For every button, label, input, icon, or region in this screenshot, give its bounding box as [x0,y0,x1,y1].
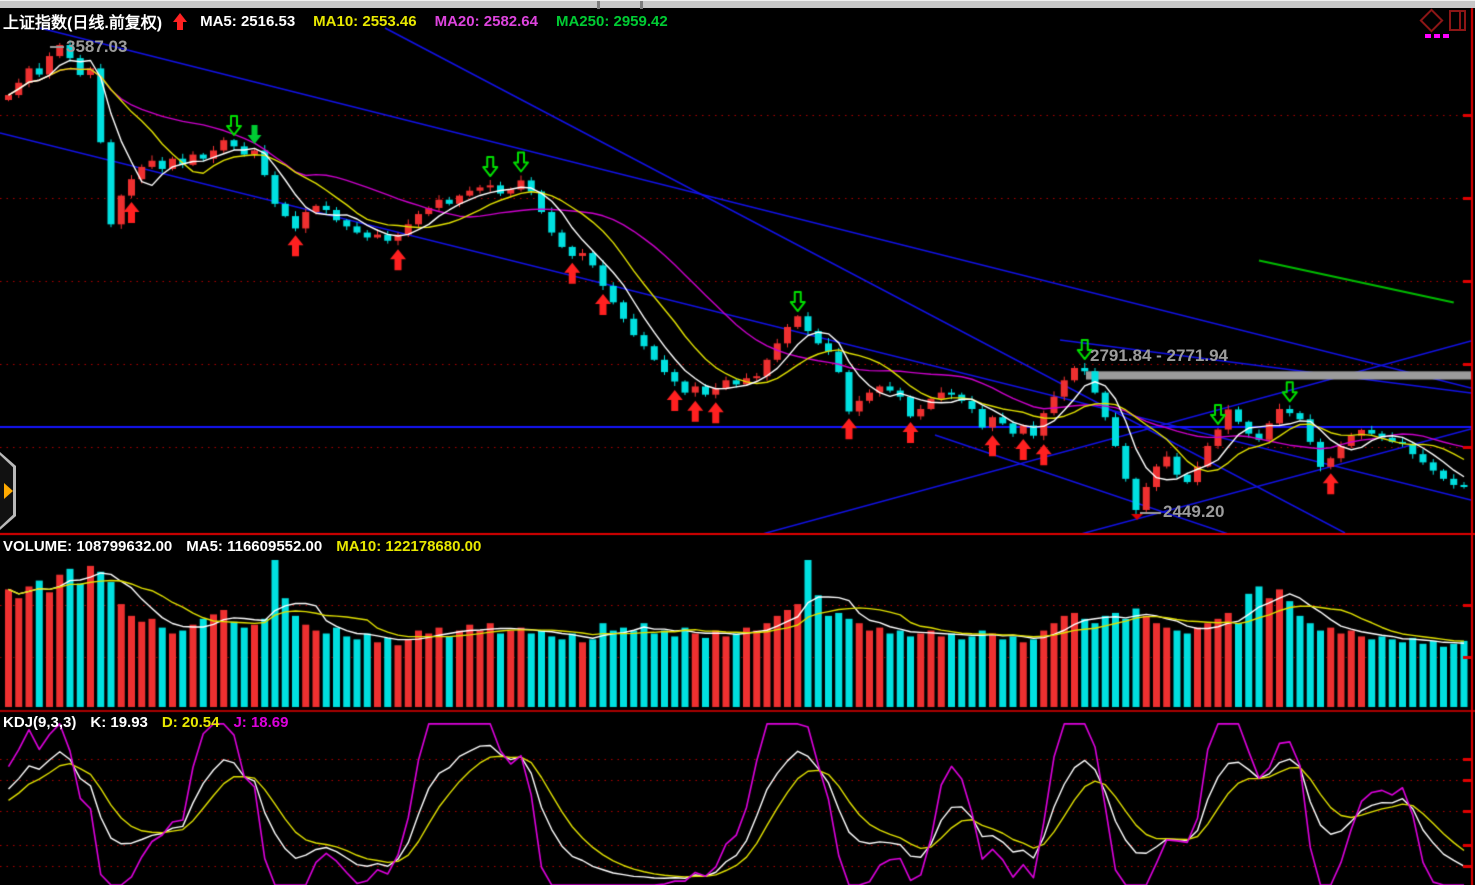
top-splitter-strip [0,0,1475,9]
legend-ma20: MA20: 2582.64 [434,12,538,30]
legend-ma10: MA10: 2553.46 [313,12,417,30]
volume-ma10: MA10: 122178680.00 [336,538,482,555]
kdj-d: D: 20.54 [161,714,220,731]
kdj-title: KDJ(9,3,3) [3,714,77,731]
expand-right-arrow-icon [4,483,13,499]
legend-ma5: MA5: 2516.53 [200,12,296,30]
sidebar-expand-handle[interactable] [0,452,16,530]
split-window-icon[interactable] [1449,10,1466,31]
legend-ma250: MA250: 2959.42 [555,12,668,30]
main-chart-header: 上证指数(日线.前复权) MA5: 2516.53 MA10: 2553.46 … [3,9,668,33]
annotation-gap: 2791.84 - 2771.94 [1090,346,1229,365]
volume-value: VOLUME: 108799632.00 [3,538,173,555]
volume-header: VOLUME: 108799632.00 MA5: 116609552.00 M… [3,538,481,555]
kdj-k: K: 19.93 [90,714,148,731]
volume-ma5: MA5: 116609552.00 [186,538,323,555]
splitter-handle[interactable] [597,1,600,9]
kdj-header: KDJ(9,3,3) K: 19.93 D: 20.54 J: 18.69 [3,714,289,731]
page-title: 上证指数(日线.前复权) [3,15,163,32]
annotation-low: 2449.20 [1163,502,1225,521]
annotation-high: 3587.03 [66,37,128,56]
splitter-handle[interactable] [640,1,643,9]
kdj-j: J: 18.69 [233,714,289,731]
magenta-dashes-icon[interactable] [1425,34,1449,38]
